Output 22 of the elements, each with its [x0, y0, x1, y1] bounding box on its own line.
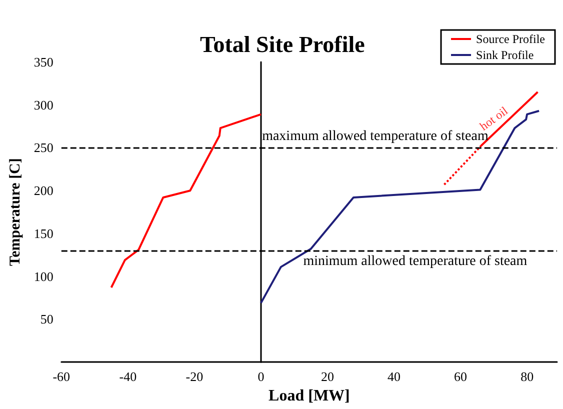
- x-tick-label: 40: [388, 369, 401, 384]
- y-tick-label: 300: [34, 97, 54, 112]
- y-tick-label: 50: [40, 312, 54, 327]
- y-axis-title: Temperature [C]: [8, 158, 24, 266]
- y-tick-label: 100: [34, 268, 54, 284]
- chart-title: Total Site Profile: [200, 32, 365, 57]
- x-tick-label: -40: [119, 369, 137, 384]
- x-tick-label: -20: [186, 369, 204, 384]
- y-tick-label: 150: [34, 226, 54, 241]
- y-tick-label: 250: [34, 140, 54, 156]
- x-tick-label: -60: [52, 369, 70, 384]
- x-tick-label: 0: [258, 369, 264, 384]
- legend-label: Source Profile: [476, 32, 545, 46]
- ref-line-label: minimum allowed temperature of steam: [303, 254, 528, 270]
- x-tick-label: 60: [454, 369, 468, 384]
- legend-label: Sink Profile: [476, 48, 534, 62]
- y-tick-label: 200: [34, 183, 54, 198]
- x-axis-title: Load [MW]: [268, 388, 350, 404]
- x-tick-label: 80: [520, 369, 534, 384]
- x-tick-label: 20: [320, 369, 334, 384]
- line-series: [110, 113, 262, 289]
- y-tick-label: 350: [34, 54, 54, 70]
